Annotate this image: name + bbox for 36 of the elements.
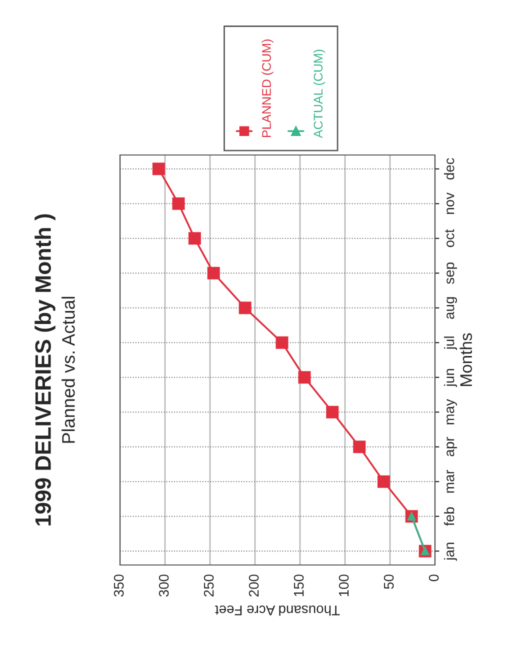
x-tick-label: 250: [204, 574, 214, 596]
y-tick-label: feb: [444, 507, 454, 526]
x-tick-label: 50: [384, 574, 394, 589]
y-tick-label: sep: [446, 262, 457, 284]
y-tick-label: apr: [446, 437, 457, 456]
text: Planned vs. Actual: [62, 296, 75, 443]
text: ACTUAL (CUM): [313, 50, 326, 138]
y-tick-label: oct: [445, 229, 454, 248]
y-tick-label: dec: [444, 158, 454, 180]
point: [326, 406, 339, 418]
y-tick-label: jan: [444, 542, 457, 561]
text: 1999 DELIVERIES (by Month ): [34, 214, 56, 526]
y-tick-label: mar: [446, 470, 454, 493]
text: PLANNED (CUM): [262, 40, 274, 138]
point: [353, 440, 366, 454]
x-tick-label: 0: [428, 574, 439, 582]
y-tick-label: jun: [444, 369, 457, 387]
x-axis-title: Thousand Acre Feet: [215, 606, 340, 616]
x-tick-label: 350: [114, 574, 124, 597]
point: [188, 232, 201, 245]
point: [276, 336, 288, 349]
point: [238, 302, 252, 314]
x-tick-label: 100: [338, 574, 349, 596]
y-axis-title: Months: [460, 333, 472, 386]
x-tick-label: 300: [158, 574, 169, 597]
x-tick-label: 150: [294, 574, 304, 596]
point: [207, 266, 220, 280]
y-tick-label: nov: [446, 192, 454, 214]
point: [152, 162, 165, 176]
y-tick-label: aug: [446, 297, 457, 319]
point: [172, 197, 185, 210]
x-tick-label: 200: [248, 574, 259, 596]
y-tick-label: may: [446, 399, 457, 424]
point: [298, 371, 311, 384]
point: [377, 475, 390, 488]
y-tick-label: jul: [444, 336, 457, 350]
